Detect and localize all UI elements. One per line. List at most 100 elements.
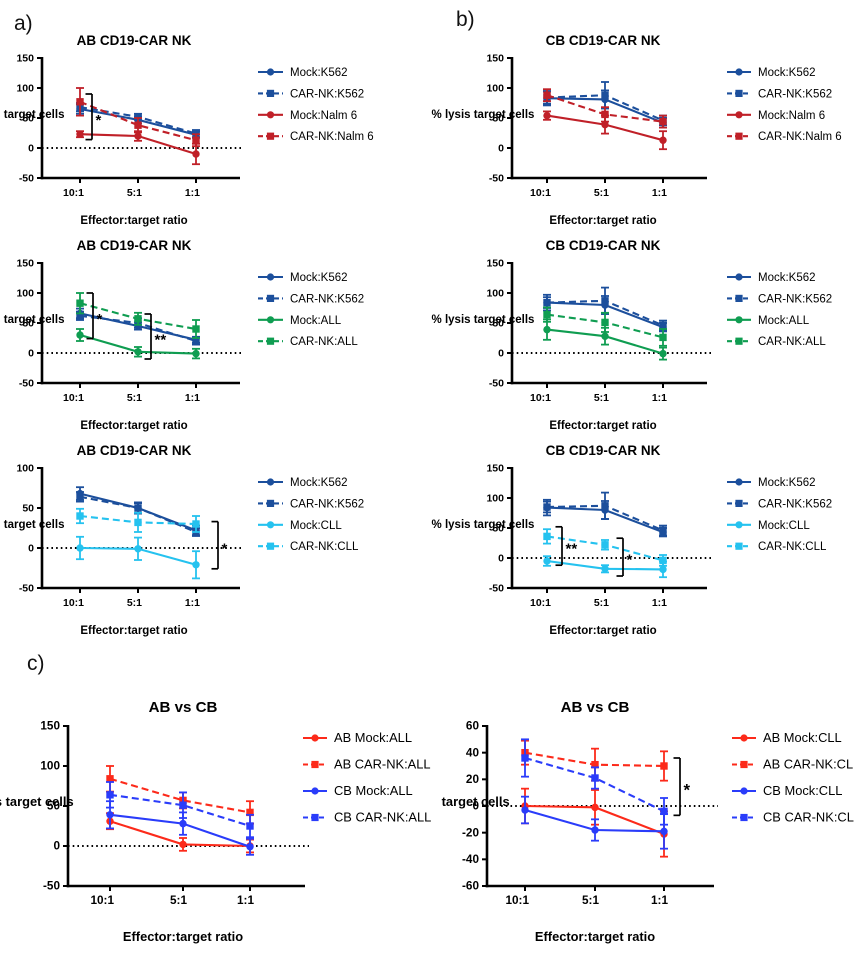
svg-text:0: 0	[498, 553, 504, 565]
x-axis-label: Effector:target ratio	[80, 215, 187, 227]
svg-text:*: *	[96, 112, 102, 129]
svg-text:40: 40	[466, 746, 480, 759]
chart-ab-all: AB CD19-CAR NK 150 100 50 0 -50 10:1 5:1 1:1 Effe…	[0, 233, 427, 437]
svg-text:CAR-NK:CLL: CAR-NK:CLL	[290, 541, 359, 553]
svg-text:Mock:K562: Mock:K562	[758, 272, 816, 284]
svg-text:Mock:K562: Mock:K562	[758, 477, 816, 489]
svg-text:0: 0	[28, 143, 34, 155]
x-axis-label: Effector:target ratio	[549, 215, 656, 227]
panel-label-c: c)	[27, 652, 45, 675]
svg-text:0: 0	[53, 840, 60, 853]
svg-text:**: **	[566, 541, 578, 558]
svg-text:-60: -60	[462, 880, 479, 893]
chart-title: CB CD19-CAR NK	[546, 443, 661, 458]
svg-text:-50: -50	[489, 173, 504, 185]
series-mock-cll	[76, 535, 200, 580]
significance-bracket: **	[144, 313, 167, 360]
c2-plot-svg: AB vs CB 60 40 20 0 -20 -40 -60 10:1 5:1 1:1 Effect…	[394, 699, 854, 944]
chart-ab-vs-cb-cll: AB vs CB 60 40 20 0 -20 -40 -60 10:1 5:1 1:1 Effect…	[394, 690, 854, 948]
svg-text:1:1: 1:1	[185, 597, 200, 609]
svg-text:CAR-NK:CLL: CAR-NK:CLL	[758, 541, 827, 553]
svg-text:*: *	[222, 541, 228, 558]
svg-text:5:1: 5:1	[594, 187, 609, 199]
chart-title: CB CD19-CAR NK	[546, 33, 661, 48]
a3-plot-svg: AB CD19-CAR NK 100 50 0 -50 10:1 5:1 1:1 Effecto…	[0, 443, 364, 637]
series-car-nk-nalm-6	[76, 87, 200, 148]
series-ab-car-nk-all	[106, 765, 254, 825]
svg-text:100: 100	[16, 83, 34, 95]
svg-text:CAR-NK:K562: CAR-NK:K562	[290, 88, 364, 100]
svg-text:Mock:Nalm 6: Mock:Nalm 6	[290, 110, 357, 122]
svg-text:AB CAR-NK:CLL: AB CAR-NK:CLL	[763, 757, 854, 772]
series-car-nk-nalm-6	[543, 88, 667, 129]
significance-bracket: *	[673, 757, 691, 817]
svg-text:5:1: 5:1	[127, 187, 142, 199]
svg-text:1:1: 1:1	[185, 187, 200, 199]
significance-bracket: **	[555, 525, 578, 567]
svg-text:150: 150	[16, 258, 34, 270]
svg-text:*: *	[97, 311, 103, 328]
a1-plot-svg: AB CD19-CAR NK 150 100 50 0 -50 10:1 5:1 1:1 Effe…	[0, 33, 374, 227]
svg-text:Mock:K562: Mock:K562	[290, 272, 348, 284]
chart-title: AB CD19-CAR NK	[77, 33, 192, 48]
svg-text:1:1: 1:1	[651, 894, 668, 907]
svg-text:CAR-NK:K562: CAR-NK:K562	[758, 293, 832, 305]
series-car-nk-k562	[543, 491, 667, 537]
series-mock-all	[76, 328, 200, 360]
y-axis-label: % lysis target cells	[0, 314, 64, 326]
svg-text:1:1: 1:1	[652, 187, 667, 199]
svg-text:-50: -50	[43, 880, 60, 893]
series-car-nk-all	[76, 292, 200, 339]
x-axis-label: Effector:target ratio	[80, 420, 187, 432]
svg-text:CB CAR-NK:ALL: CB CAR-NK:ALL	[334, 810, 431, 825]
chart-cb-nalm6: CB CD19-CAR NK 150 100 50 0 -50 10:1 5:1 1:1 Effe…	[427, 28, 854, 232]
svg-text:CAR-NK:K562: CAR-NK:K562	[290, 293, 364, 305]
svg-text:150: 150	[16, 53, 34, 65]
a2-plot-svg: AB CD19-CAR NK 150 100 50 0 -50 10:1 5:1 1:1 Effe…	[0, 238, 364, 432]
y-axis-label: % lysis target cells	[432, 519, 535, 531]
x-axis-label: Effector:target ratio	[80, 625, 187, 637]
svg-text:0: 0	[28, 543, 34, 555]
svg-text:CB Mock:CLL: CB Mock:CLL	[763, 783, 842, 798]
svg-text:CB Mock:ALL: CB Mock:ALL	[334, 783, 413, 798]
legend: Mock:K562 CAR-NK:K562 Mock:CLL CAR-NK:CLL	[727, 477, 832, 553]
svg-text:CAR-NK:K562: CAR-NK:K562	[758, 88, 832, 100]
c1-plot-svg: AB vs CB 150 100 50 0 -50 10:1 5:1 1:1 Effector:t…	[0, 699, 431, 944]
chart-title: CB CD19-CAR NK	[546, 238, 661, 253]
svg-text:50: 50	[22, 113, 34, 125]
b3-plot-svg: CB CD19-CAR NK 150 100 50 0 -50 10:1 5:1 1:1 Effe…	[432, 443, 833, 637]
svg-text:10:1: 10:1	[505, 894, 529, 907]
svg-text:-20: -20	[462, 826, 479, 839]
svg-text:50: 50	[47, 800, 61, 813]
svg-text:100: 100	[16, 463, 34, 475]
svg-text:20: 20	[466, 773, 480, 786]
x-axis-label: Effector:target ratio	[549, 625, 656, 637]
svg-text:*: *	[627, 552, 633, 569]
svg-text:1:1: 1:1	[652, 597, 667, 609]
svg-text:0: 0	[498, 348, 504, 360]
svg-text:150: 150	[486, 53, 504, 65]
chart-title: AB CD19-CAR NK	[77, 443, 192, 458]
series-ab-mock-all	[106, 812, 254, 854]
y-axis-label: % lysis target cells	[0, 794, 74, 809]
svg-text:5:1: 5:1	[582, 894, 599, 907]
svg-text:100: 100	[486, 493, 504, 505]
svg-text:10:1: 10:1	[63, 187, 84, 199]
svg-text:CAR-NK:K562: CAR-NK:K562	[758, 498, 832, 510]
y-axis-label: % lysis target cells	[432, 314, 535, 326]
chart-title: AB CD19-CAR NK	[77, 238, 192, 253]
significance-bracket: *	[616, 537, 633, 577]
series-cb-mock-all	[106, 800, 254, 856]
svg-text:1:1: 1:1	[185, 392, 200, 404]
svg-text:**: **	[155, 332, 167, 349]
svg-text:150: 150	[486, 463, 504, 475]
svg-text:50: 50	[22, 318, 34, 330]
svg-text:0: 0	[472, 800, 479, 813]
svg-text:Mock:CLL: Mock:CLL	[290, 520, 342, 532]
svg-text:50: 50	[492, 318, 504, 330]
svg-text:1:1: 1:1	[652, 392, 667, 404]
significance-bracket: *	[86, 292, 103, 340]
series-mock-nalm-6	[543, 110, 667, 151]
legend: Mock:K562 CAR-NK:K562 Mock:ALL CAR-NK:ALL	[258, 272, 364, 348]
legend: Mock:K562 CAR-NK:K562 Mock:Nalm 6 CAR-NK:Na…	[727, 67, 842, 143]
